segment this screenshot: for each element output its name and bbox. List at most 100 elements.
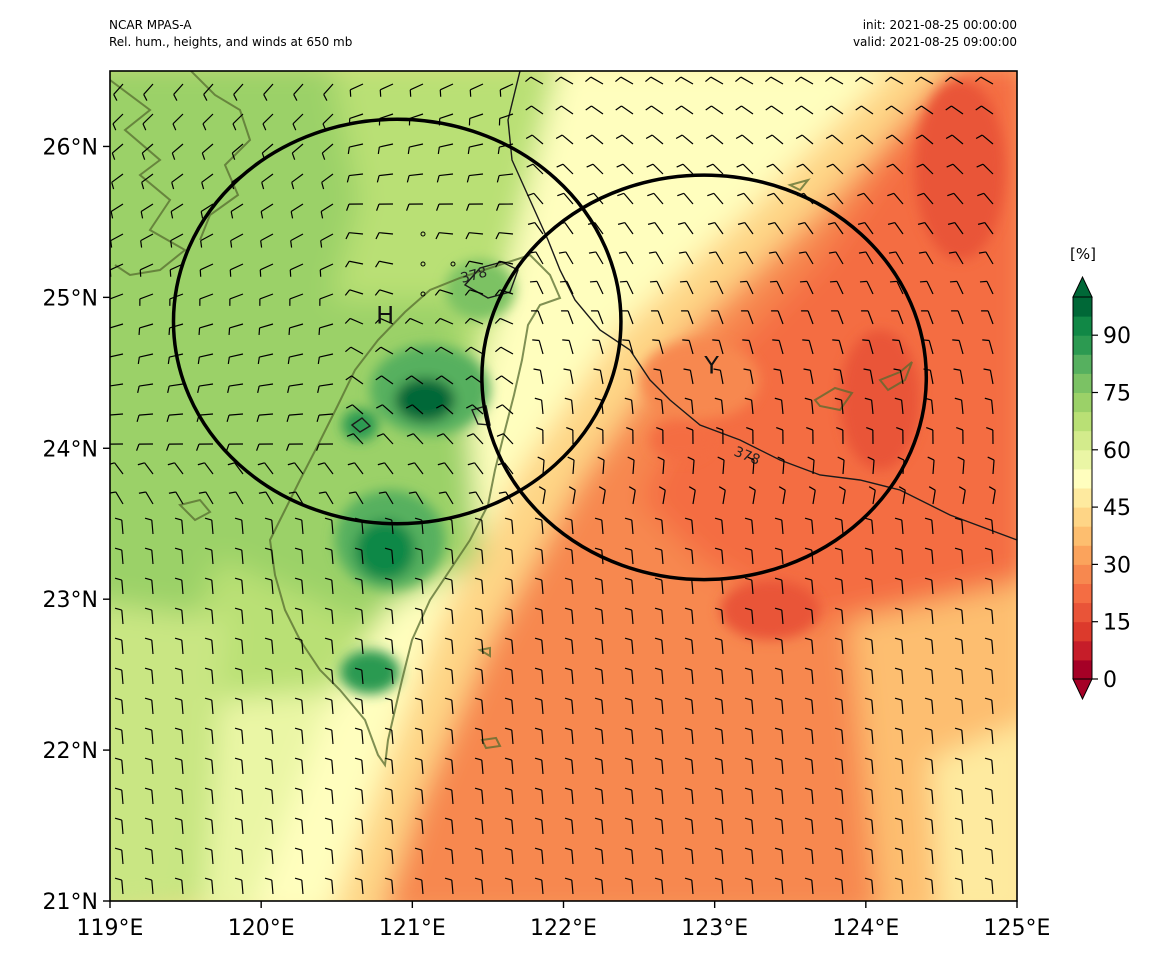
wind-barb-shaft: [629, 370, 634, 385]
wind-barb-feather: [735, 134, 743, 140]
wind-barb-feather: [466, 203, 470, 211]
colorbar-segment: [1073, 488, 1092, 508]
wind-barb-feather: [534, 757, 542, 761]
wind-barb-feather: [795, 134, 803, 140]
wind-barb-feather: [324, 607, 332, 611]
wind-barb-shaft: [321, 173, 334, 183]
wind-barb-feather: [864, 607, 872, 611]
wind-barb-feather: [504, 817, 512, 821]
wind-barb-feather: [527, 222, 536, 225]
wind-barb-feather: [260, 211, 264, 219]
wind-barb-feather: [774, 547, 782, 551]
wind-barb-shaft: [598, 340, 604, 355]
wind-barb-shaft: [383, 433, 394, 445]
wind-barb-shaft: [775, 251, 784, 265]
wind-barb-feather: [928, 486, 936, 491]
wind-barb-shaft: [571, 610, 574, 625]
wind-barb-feather: [345, 375, 352, 381]
wind-barb-feather: [378, 491, 386, 494]
wind-barb-shaft: [871, 610, 874, 625]
wind-barb-shaft: [361, 550, 364, 565]
wind-barb-shaft: [140, 203, 154, 213]
wind-barb-feather: [324, 547, 332, 551]
wind-barb-feather: [384, 577, 392, 581]
wind-barb-shaft: [871, 850, 874, 865]
wind-barb-shaft: [781, 520, 784, 535]
wind-barb-feather: [594, 547, 602, 551]
wind-barb-shaft: [541, 790, 544, 805]
wind-barb-shaft: [301, 670, 304, 685]
wind-barb-shaft: [451, 700, 454, 715]
wind-barb-shaft: [661, 580, 664, 595]
wind-barb-shaft: [661, 850, 664, 865]
wind-barb-shaft: [379, 173, 394, 177]
wind-barb-shaft: [714, 222, 724, 235]
wind-barb-shaft: [779, 370, 784, 385]
wind-barb-feather: [924, 877, 932, 881]
wind-barb-feather: [658, 486, 666, 491]
wind-barb-feather: [564, 877, 572, 881]
wind-barb-shaft: [991, 520, 994, 535]
wind-barb-shaft: [563, 192, 574, 205]
wind-barb-shaft: [511, 640, 514, 655]
wind-barb-shaft: [928, 340, 934, 355]
wind-barb-shaft: [652, 163, 664, 175]
wind-barb-shaft: [781, 640, 784, 655]
wind-barb-shaft: [955, 251, 964, 265]
wind-barb-shaft: [991, 820, 994, 835]
wind-barb-feather: [894, 727, 902, 731]
wind-barb-feather: [797, 222, 806, 225]
wind-barb-feather: [234, 607, 242, 611]
wind-barb-feather: [894, 577, 902, 581]
wind-barb-feather: [228, 327, 231, 335]
wind-barb-shaft: [413, 433, 424, 445]
wind-barb-feather: [262, 123, 267, 131]
wind-barb-shaft: [871, 700, 874, 715]
wind-barb-shaft: [841, 550, 844, 565]
wind-barb-shaft: [841, 640, 844, 655]
lon-tick-label: 119°E: [77, 916, 144, 941]
wind-barb-shaft: [921, 105, 934, 115]
wind-barb-feather: [474, 727, 482, 731]
wind-barb-feather: [866, 427, 874, 431]
wind-barb-feather: [615, 134, 623, 140]
wind-barb-feather: [957, 456, 965, 461]
wind-barb-shaft: [263, 83, 274, 95]
wind-barb-feather: [504, 607, 512, 611]
wind-barb-shaft: [470, 83, 484, 91]
wind-barb-shaft: [110, 233, 124, 242]
wind-barb-feather: [234, 547, 242, 551]
wind-barb-shaft: [503, 433, 514, 445]
wind-barb-feather: [292, 123, 297, 131]
wind-barb-shaft: [500, 346, 514, 355]
wind-barb-feather: [474, 547, 482, 551]
wind-barb-feather: [954, 757, 962, 761]
wind-barb-feather: [384, 727, 392, 731]
wind-barb-feather: [494, 289, 501, 296]
island-iriomote: [878, 361, 913, 392]
wind-barb-feather: [684, 607, 692, 611]
wind-barb-shaft: [991, 700, 994, 715]
wind-barb-feather: [924, 577, 932, 581]
wind-barb-feather: [954, 547, 962, 551]
wind-barb-feather: [675, 134, 683, 140]
wind-barb-feather: [234, 667, 242, 671]
wind-barb-feather: [887, 222, 896, 225]
wind-barb-shaft: [602, 490, 606, 505]
wind-barb-shaft: [835, 251, 844, 265]
wind-barb-shaft: [211, 730, 214, 745]
wind-barb-shaft: [743, 192, 754, 205]
colorbar-max-arrow: [1072, 275, 1093, 298]
wind-barb-shaft: [741, 134, 754, 145]
range-circle: [171, 117, 623, 526]
wind-barb-shaft: [658, 340, 664, 355]
wind-barb-feather: [494, 318, 501, 324]
wind-barb-feather: [592, 339, 600, 342]
wind-barb-shaft: [235, 491, 244, 505]
wind-barb-feather: [688, 486, 696, 491]
wind-barb-shaft: [782, 459, 785, 475]
wind-barb-shaft: [659, 370, 664, 385]
wind-barb-feather: [294, 877, 302, 881]
wind-barb-feather: [684, 547, 692, 551]
wind-barb-feather: [198, 327, 201, 335]
